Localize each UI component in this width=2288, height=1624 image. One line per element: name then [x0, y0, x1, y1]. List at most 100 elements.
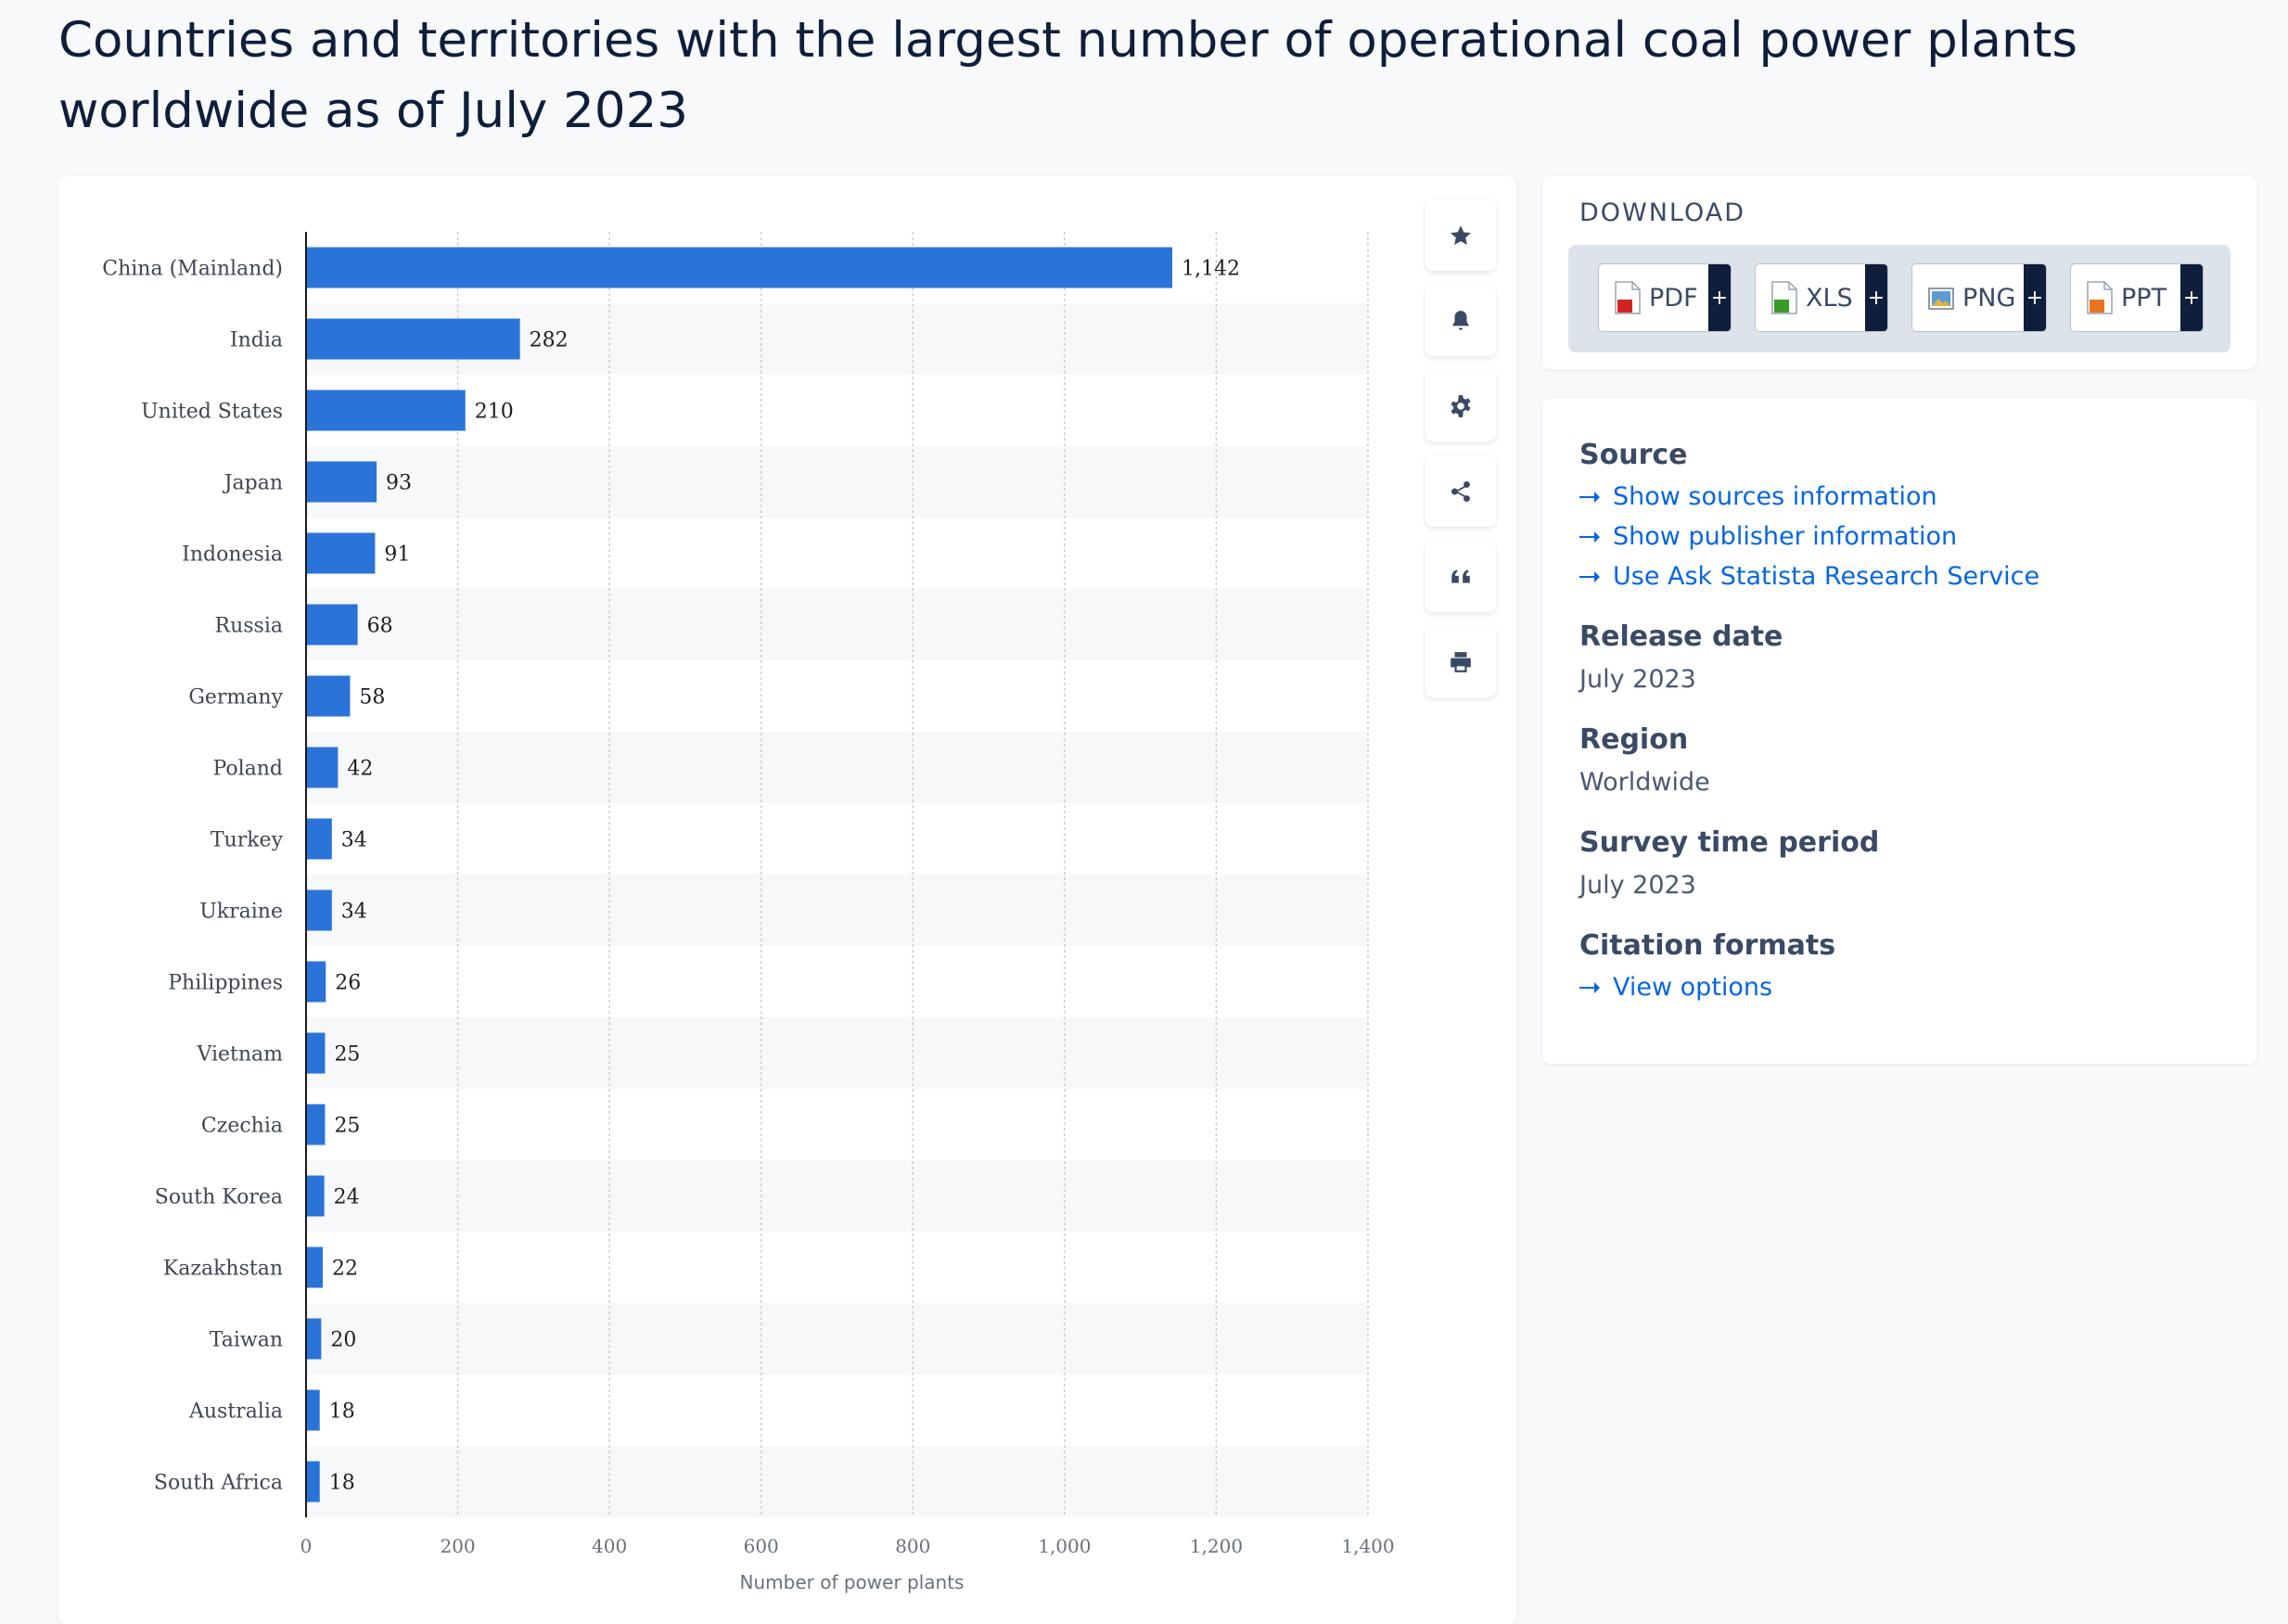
- download-xls-label: XLS: [1806, 283, 1853, 313]
- bar-5: [306, 604, 358, 646]
- value-label: 34: [341, 829, 367, 852]
- print-button[interactable]: [1425, 627, 1496, 697]
- view-options-link[interactable]: View options: [1579, 973, 1772, 1002]
- value-label: 34: [341, 901, 367, 924]
- pdf-file-icon: [1615, 281, 1641, 314]
- bar-10: [306, 961, 326, 1003]
- value-label: 24: [334, 1186, 360, 1209]
- quote-icon: [1451, 569, 1470, 583]
- value-label: 25: [334, 1115, 360, 1138]
- x-tick-label: 1,400: [1341, 1535, 1394, 1557]
- category-label: China (Mainland): [102, 258, 283, 281]
- row-band: [306, 1160, 1368, 1232]
- bar-12: [306, 1104, 326, 1145]
- gear-icon: [1451, 395, 1471, 417]
- release-date-value: July 2023: [1579, 665, 1696, 694]
- row-band: [306, 446, 1368, 518]
- category-label: South Africa: [154, 1472, 283, 1495]
- category-label: Philippines: [168, 972, 283, 995]
- survey-period-value: July 2023: [1579, 871, 1696, 900]
- category-label: Czechia: [201, 1115, 283, 1138]
- show-sources-label: Show sources information: [1613, 482, 1937, 511]
- arrow-right-icon: [1579, 981, 1600, 993]
- download-title: DOWNLOAD: [1579, 198, 1746, 227]
- x-tick-label: 400: [592, 1535, 627, 1557]
- download-pdf-plus: +: [1708, 264, 1731, 331]
- png-file-icon: [1928, 288, 1954, 310]
- download-pdf-button[interactable]: PDF +: [1598, 263, 1732, 332]
- source-heading: Source: [1579, 439, 1688, 471]
- favorite-button[interactable]: [1425, 200, 1496, 271]
- cite-button[interactable]: [1425, 542, 1496, 612]
- category-label: South Korea: [155, 1186, 283, 1209]
- value-label: 91: [384, 543, 410, 567]
- value-label: 68: [367, 615, 393, 638]
- value-label: 18: [329, 1400, 355, 1424]
- bar-2: [306, 390, 466, 431]
- bar-9: [306, 889, 332, 931]
- bar-17: [306, 1461, 320, 1503]
- ask-research-service-label: Use Ask Statista Research Service: [1613, 562, 2040, 591]
- value-label: 58: [359, 686, 385, 710]
- download-xls-button[interactable]: XLS +: [1755, 263, 1888, 332]
- category-label: Taiwan: [210, 1329, 283, 1352]
- bar-3: [306, 461, 377, 503]
- show-publisher-label: Show publisher information: [1613, 522, 1958, 551]
- bar-0: [306, 247, 1172, 288]
- download-ppt-button[interactable]: PPT +: [2070, 263, 2204, 332]
- xls-file-icon: [1771, 281, 1797, 314]
- value-label: 22: [332, 1258, 358, 1281]
- ask-research-service-link[interactable]: Use Ask Statista Research Service: [1579, 562, 2039, 591]
- value-label: 93: [386, 472, 412, 495]
- category-label: Vietnam: [196, 1043, 283, 1067]
- value-label: 210: [475, 401, 514, 424]
- star-icon: [1450, 225, 1472, 245]
- download-png-label: PNG: [1962, 283, 2016, 313]
- notification-button[interactable]: [1425, 286, 1496, 356]
- bar-7: [306, 747, 339, 788]
- bar-chart: China (Mainland) 1,142 India 282 United Stat…: [102, 232, 1395, 1593]
- survey-period-heading: Survey time period: [1579, 826, 1880, 859]
- row-band: [306, 732, 1368, 803]
- arrow-right-icon: [1579, 491, 1600, 503]
- bar-1: [306, 318, 520, 360]
- category-label: Australia: [188, 1400, 283, 1424]
- category-label: Germany: [188, 686, 283, 710]
- x-tick-label: 1,000: [1038, 1535, 1091, 1557]
- show-publisher-link[interactable]: Show publisher information: [1579, 522, 1957, 551]
- bar-14: [306, 1247, 323, 1288]
- category-label: Ukraine: [199, 901, 283, 924]
- download-png-plus: +: [2024, 264, 2046, 331]
- row-band: [306, 1303, 1368, 1375]
- citation-formats-heading: Citation formats: [1579, 929, 1836, 962]
- arrow-right-icon: [1579, 570, 1600, 582]
- bar-8: [306, 818, 332, 860]
- share-icon: [1451, 480, 1470, 503]
- chart-toolbar: [1425, 200, 1496, 712]
- bar-4: [306, 532, 376, 574]
- download-png-button[interactable]: PNG +: [1911, 263, 2047, 332]
- view-options-label: View options: [1613, 973, 1773, 1002]
- print-icon: [1451, 652, 1471, 672]
- category-label: Russia: [215, 615, 283, 638]
- info-card: Source Show sources information Show pub…: [1542, 398, 2256, 1064]
- row-band: [306, 589, 1368, 660]
- region-value: Worldwide: [1579, 768, 1710, 797]
- category-label: Turkey: [211, 829, 284, 852]
- settings-button[interactable]: [1425, 371, 1496, 441]
- category-label: United States: [141, 401, 283, 424]
- category-label: Japan: [223, 472, 283, 495]
- arrow-right-icon: [1579, 531, 1600, 543]
- download-pdf-label: PDF: [1649, 283, 1698, 313]
- share-button[interactable]: [1425, 456, 1496, 527]
- bar-11: [306, 1032, 326, 1074]
- ppt-file-icon: [2087, 281, 2113, 314]
- show-sources-link[interactable]: Show sources information: [1579, 482, 1937, 511]
- release-date-heading: Release date: [1579, 620, 1783, 653]
- download-ppt-plus: +: [2180, 264, 2203, 331]
- value-label: 42: [347, 758, 373, 781]
- value-label: 282: [530, 329, 569, 352]
- chart-card: China (Mainland) 1,142 India 282 United Stat…: [58, 176, 1516, 1624]
- bar-13: [306, 1175, 325, 1217]
- row-band: [306, 875, 1368, 946]
